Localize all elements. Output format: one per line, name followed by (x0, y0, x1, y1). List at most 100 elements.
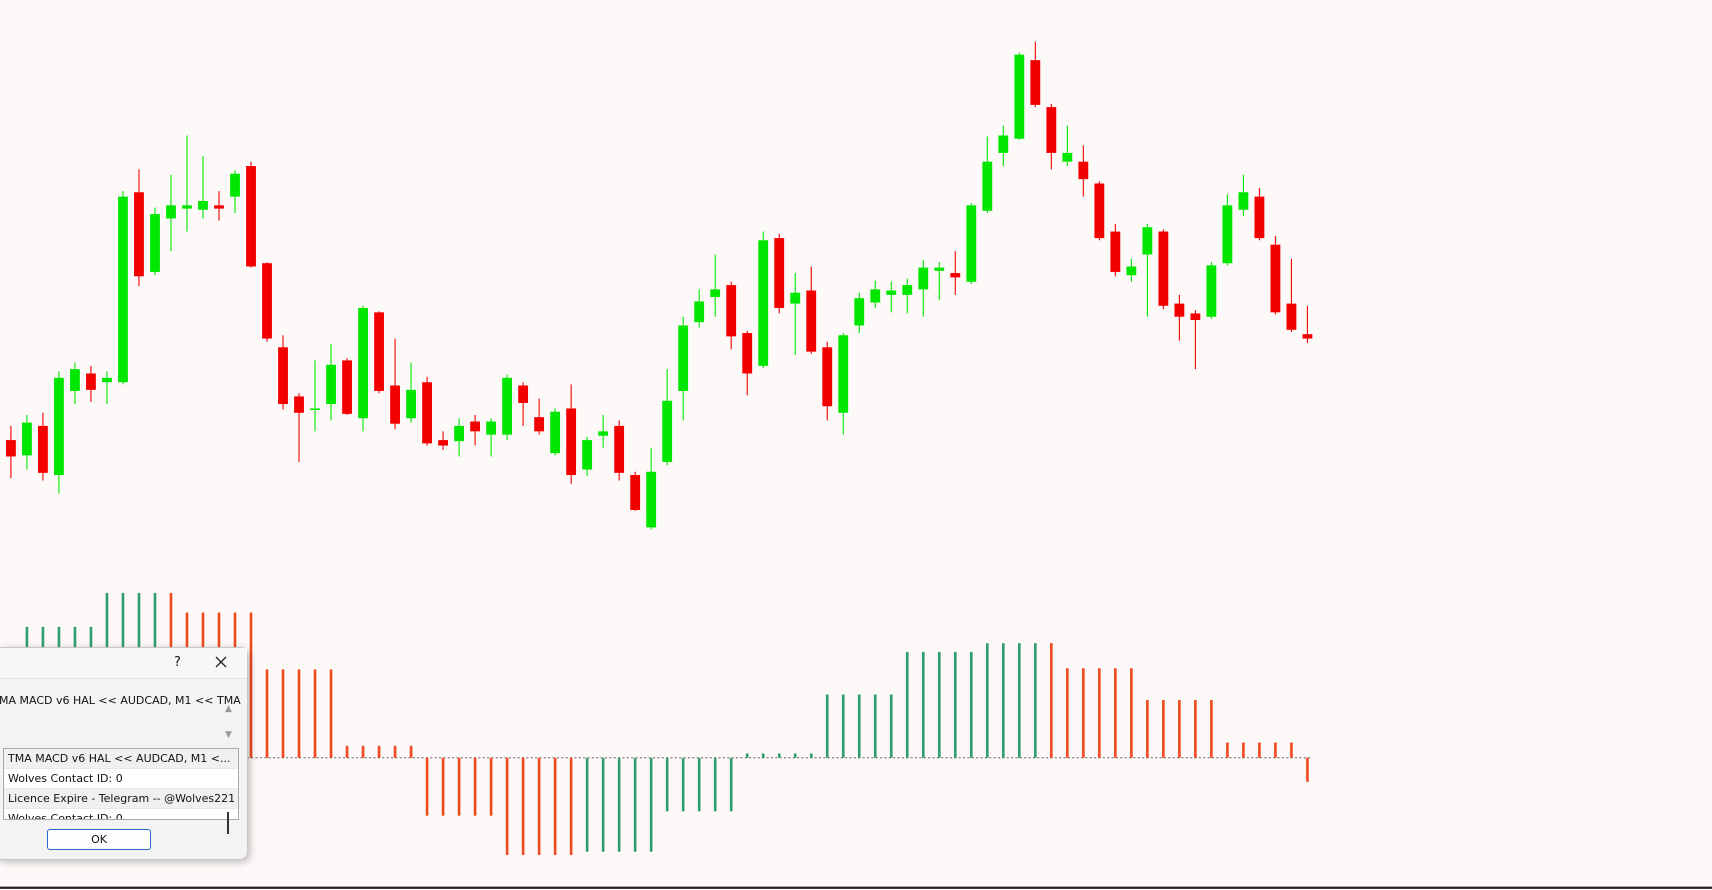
candle-body (982, 161, 993, 211)
histogram-bar (1082, 668, 1085, 758)
histogram-bar (1290, 742, 1293, 758)
candle-body (918, 267, 929, 290)
candle-body (1094, 183, 1105, 239)
candle-body (886, 290, 897, 295)
histogram-bar (1034, 643, 1037, 758)
candle-body (294, 396, 304, 413)
histogram-bar (425, 757, 429, 816)
histogram-bar (793, 753, 797, 758)
candle-body (614, 425, 625, 473)
scroll-arrows[interactable]: ▲ ▼ (225, 704, 232, 740)
candle-body (566, 408, 577, 476)
candle-body (374, 312, 384, 391)
histogram-bar (713, 757, 717, 812)
message-list[interactable]: TMA MACD v6 HAL << AUDCAD, M1 <... Wolve… (3, 748, 239, 820)
histogram-bar (697, 757, 701, 812)
histogram-bar (537, 757, 541, 855)
candle-body (662, 400, 673, 462)
histogram-bar (585, 757, 589, 852)
histogram-bar (649, 757, 653, 852)
candle-body (1014, 54, 1025, 139)
candle-body (390, 385, 400, 424)
histogram-bar (921, 651, 925, 758)
candle-body (406, 389, 416, 419)
histogram-bar (1194, 699, 1197, 758)
histogram-bar (1306, 757, 1309, 782)
scrollbar[interactable] (227, 812, 229, 834)
candle-body (1158, 231, 1169, 306)
histogram-bar (1178, 699, 1181, 758)
candle-body (118, 196, 128, 383)
histogram-bar (777, 753, 781, 758)
candle-body (998, 135, 1009, 153)
candle-body (534, 417, 545, 432)
histogram-bar (297, 669, 301, 758)
candle-body (870, 289, 881, 303)
candle-body (470, 421, 481, 432)
candle-body (1270, 244, 1281, 313)
dialog-titlebar: ? (0, 648, 247, 679)
histogram-bar (393, 745, 397, 758)
candle-body (246, 166, 256, 267)
candle-body (966, 205, 977, 282)
histogram-bar (505, 757, 509, 855)
candle-body (790, 292, 801, 304)
candle-body (822, 347, 833, 407)
candle-body (182, 205, 192, 209)
candle-body (1238, 192, 1249, 210)
candle-body (422, 382, 432, 444)
histogram-bar (953, 651, 957, 758)
histogram-bar (457, 757, 461, 816)
candle-body (502, 377, 513, 435)
candle-body (214, 205, 224, 209)
histogram-bar (409, 745, 413, 758)
help-button[interactable]: ? (174, 655, 181, 670)
histogram-bar (1098, 668, 1101, 758)
histogram-bar (329, 669, 333, 758)
histogram-bar (489, 757, 493, 816)
candle-body (6, 440, 16, 457)
list-item[interactable]: Wolves Contact ID: 0 (4, 769, 238, 789)
histogram-bar (1066, 668, 1069, 758)
dialog: ? MA MACD v6 HAL << AUDCAD, M1 << TMA ▲ ▼… (0, 647, 248, 860)
histogram-bar (985, 643, 989, 758)
histogram-bar (281, 669, 285, 758)
candle-body (694, 301, 705, 323)
histogram-bar (809, 753, 813, 758)
candle-body (550, 411, 561, 454)
candle-body (630, 475, 641, 510)
list-item[interactable]: TMA MACD v6 HAL << AUDCAD, M1 <... (4, 749, 238, 769)
histogram-bar (761, 753, 765, 758)
list-item[interactable]: Wolves Contact ID: 0 (4, 809, 238, 819)
candle-body (1174, 303, 1185, 317)
candle-body (854, 298, 865, 326)
close-button[interactable] (215, 656, 227, 668)
candle-body (262, 263, 272, 339)
histogram-bar (473, 757, 477, 816)
histogram-bar (825, 694, 829, 758)
candle-body (1110, 231, 1121, 272)
candle-body (1206, 265, 1217, 317)
candle-body (342, 360, 352, 414)
candle-body (86, 373, 96, 390)
histogram-bar (1242, 742, 1245, 758)
candle-body (1062, 152, 1073, 162)
candle-body (1142, 227, 1153, 255)
histogram-bar (1018, 643, 1021, 758)
histogram-bar (601, 757, 605, 852)
histogram-bar (569, 757, 573, 855)
ok-button[interactable]: OK (47, 829, 151, 850)
histogram-bar (857, 694, 861, 758)
candle-body (326, 364, 336, 405)
candle-body (934, 267, 945, 271)
candle-body (102, 377, 112, 383)
histogram-bar (1210, 699, 1213, 758)
histogram-bar (729, 757, 733, 812)
histogram-bar (1002, 643, 1005, 758)
histogram-bar (1226, 742, 1229, 758)
histogram-bar (553, 757, 557, 855)
histogram-bar (1162, 699, 1165, 758)
list-item[interactable]: Licence Expire - Telegram -- @Wolves221 (4, 789, 238, 809)
